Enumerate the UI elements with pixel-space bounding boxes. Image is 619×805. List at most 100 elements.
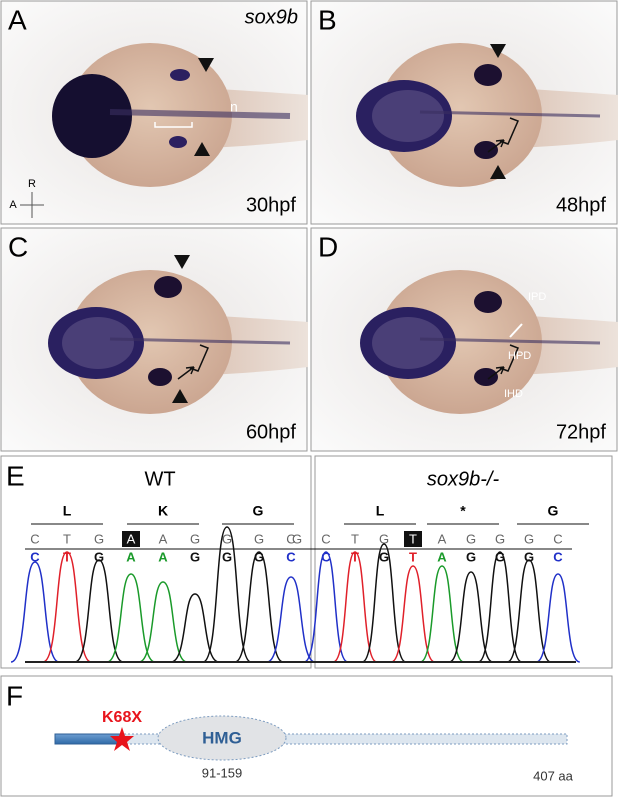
axis-label: R xyxy=(28,178,36,190)
codon-label: G xyxy=(548,503,559,519)
trace-peak xyxy=(170,593,220,663)
trace-peak xyxy=(42,551,92,663)
head-stain xyxy=(372,90,444,142)
notochord xyxy=(419,337,601,345)
bracket xyxy=(154,122,193,128)
stage-label: 72hpf xyxy=(556,421,606,443)
arrowhead xyxy=(174,255,190,269)
base-top: C xyxy=(286,531,295,546)
base-highlight xyxy=(122,531,140,547)
base-top: G xyxy=(222,531,232,546)
base-top: G xyxy=(379,531,389,546)
trace-peak xyxy=(390,565,436,663)
embryo-panels: A30hpfsox9bnRAB48hpfC60hpfD72hpfIPDHPDIH… xyxy=(0,0,618,452)
stain xyxy=(169,136,187,148)
base-top: G xyxy=(94,531,104,546)
panel-letter: D xyxy=(318,231,338,262)
base-top: C xyxy=(321,531,330,546)
arrowhead xyxy=(198,58,214,72)
base-top: G xyxy=(495,531,505,546)
arrowhead xyxy=(194,142,210,156)
trace-title: WT xyxy=(144,468,175,490)
domain-range: 91-159 xyxy=(202,765,242,780)
base-top: C xyxy=(553,531,562,546)
arrow xyxy=(509,323,523,338)
base-top: G xyxy=(292,531,302,546)
base-called: C xyxy=(286,549,296,564)
trace-peak xyxy=(332,551,378,663)
base-top: A xyxy=(127,531,136,546)
arrow xyxy=(177,366,195,380)
base-called: G xyxy=(379,549,389,564)
base-called: G xyxy=(190,549,200,564)
structure-label: IHD xyxy=(504,388,523,400)
stain xyxy=(474,64,502,86)
hmg-domain xyxy=(157,715,287,761)
arrowhead xyxy=(490,44,506,58)
base-called: G xyxy=(222,549,232,564)
notochord xyxy=(109,337,291,345)
structure-label: n xyxy=(230,99,238,115)
head-stain xyxy=(62,317,134,369)
base-called: A xyxy=(126,549,136,564)
base-called: T xyxy=(63,549,71,564)
structure-label: IPD xyxy=(528,291,546,303)
panel-frame xyxy=(314,455,613,669)
panel-frame xyxy=(0,455,312,669)
base-top: T xyxy=(351,531,359,546)
base-called: G xyxy=(524,549,534,564)
base-top: T xyxy=(63,531,71,546)
embryo-head xyxy=(52,74,132,158)
trace-peak xyxy=(419,565,465,663)
stage-label: 60hpf xyxy=(246,421,296,443)
codon-label: L xyxy=(376,503,385,519)
protein-truncated xyxy=(54,733,123,745)
stain xyxy=(474,368,498,386)
base-called: C xyxy=(321,549,331,564)
trace-peak xyxy=(266,576,316,663)
stain xyxy=(148,368,172,386)
trace-peak xyxy=(74,559,124,663)
notochord xyxy=(109,109,291,119)
embryo-panel: B 48hpf xyxy=(310,0,618,225)
protein-length: 407 aa xyxy=(533,768,574,783)
embryo-yolk xyxy=(68,270,232,414)
codon-label: K xyxy=(158,503,168,519)
orientation-axes xyxy=(20,192,44,218)
base-top: G xyxy=(190,531,200,546)
base-top: A xyxy=(438,531,447,546)
arrow xyxy=(487,139,505,153)
embryo-panel: D 72hpf IPD HPD IHD xyxy=(310,227,618,452)
trace-peak xyxy=(506,559,552,663)
trace-title: sox9b-/- xyxy=(427,468,500,490)
trace-peak xyxy=(234,551,284,663)
trace-peak xyxy=(448,571,494,663)
base-top: G xyxy=(466,531,476,546)
domain-label: HMG xyxy=(202,728,242,747)
stain xyxy=(474,141,498,159)
base-called: A xyxy=(158,549,168,564)
codon-label: L xyxy=(63,503,72,519)
panel-letter: F xyxy=(6,680,23,711)
arrow xyxy=(487,366,505,380)
base-called: C xyxy=(553,549,563,564)
bracket xyxy=(499,344,520,372)
base-called: G xyxy=(495,549,505,564)
mutation-star xyxy=(110,727,134,751)
stain xyxy=(154,276,182,298)
bracket xyxy=(189,344,210,372)
base-top: T xyxy=(409,531,417,546)
base-called: T xyxy=(351,549,359,564)
trace-peak xyxy=(10,561,60,663)
trace-peak xyxy=(361,543,407,663)
base-top: G xyxy=(524,531,534,546)
stage-label: 30hpf xyxy=(246,194,296,216)
codon-label: G xyxy=(253,503,264,519)
mutation-label: K68X xyxy=(102,709,142,726)
stain xyxy=(474,291,502,313)
embryo-panel: C 60hpf xyxy=(0,227,308,452)
trace-peak xyxy=(477,551,523,663)
